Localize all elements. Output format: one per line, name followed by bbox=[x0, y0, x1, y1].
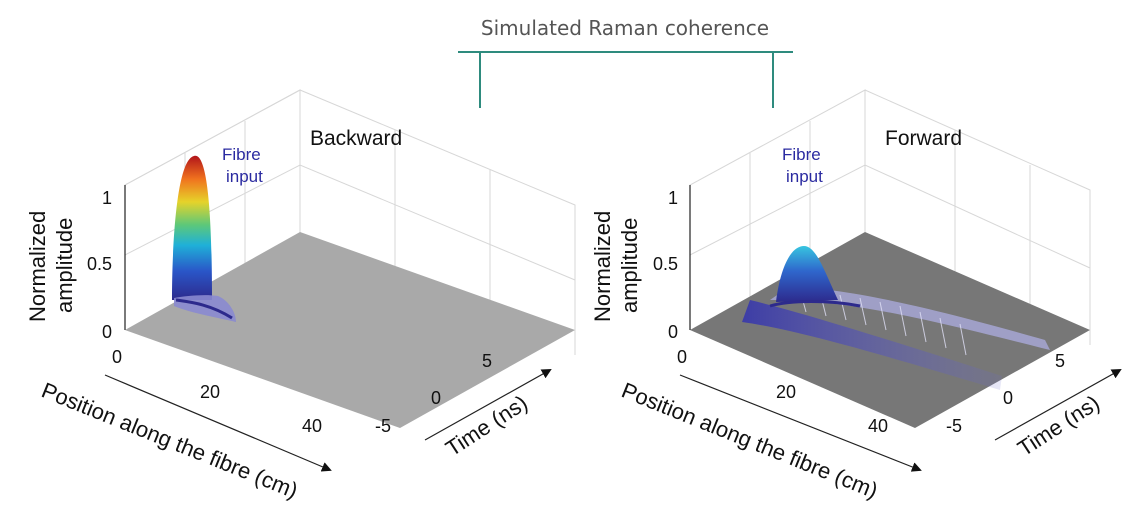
backward-xlabel: Position along the fibre (cm) bbox=[38, 377, 301, 503]
forward-xlabel: Position along the fibre (cm) bbox=[618, 377, 881, 503]
backward-ylabel: Time (ns) bbox=[441, 390, 532, 461]
forward-y-tick-0: -5 bbox=[946, 416, 962, 436]
backward-panel: Backward Fibre input 0 0.5 1 0 20 40 -5 … bbox=[25, 89, 576, 503]
forward-y-arrow bbox=[994, 369, 1122, 441]
backward-y-tick-2: 5 bbox=[482, 351, 492, 371]
forward-x-tick-2: 40 bbox=[868, 416, 888, 436]
forward-zlabel-line1: Normalized bbox=[590, 211, 615, 322]
forward-panel-title: Forward bbox=[885, 127, 962, 150]
backward-floor bbox=[125, 232, 575, 428]
forward-y-tick-2: 5 bbox=[1055, 351, 1065, 371]
backward-x-tick-1: 20 bbox=[200, 382, 220, 402]
forward-x-tick-0: 0 bbox=[677, 347, 687, 367]
forward-x-arrow bbox=[679, 374, 922, 472]
backward-panel-title: Backward bbox=[310, 127, 402, 150]
forward-peak bbox=[769, 246, 861, 308]
forward-annotation-line2: input bbox=[786, 167, 823, 186]
backward-z-tick-0: 0 bbox=[102, 322, 112, 342]
backward-x-tick-0: 0 bbox=[112, 347, 122, 367]
figure-title: Simulated Raman coherence bbox=[481, 16, 769, 40]
backward-annotation-line1: Fibre bbox=[222, 145, 261, 164]
forward-z-tick-2: 1 bbox=[668, 188, 678, 208]
backward-z-tick-2: 1 bbox=[102, 188, 112, 208]
backward-zlabel-line2: amplitude bbox=[52, 218, 77, 313]
forward-annotation-line1: Fibre bbox=[782, 145, 821, 164]
backward-peak bbox=[172, 155, 236, 322]
backward-y-tick-1: 0 bbox=[431, 388, 441, 408]
backward-x-tick-2: 40 bbox=[302, 416, 322, 436]
forward-zlabel-line2: amplitude bbox=[617, 218, 642, 313]
forward-panel: Forward Fibre input 0 0.5 1 0 20 40 -5 0… bbox=[590, 89, 1122, 503]
forward-x-tick-1: 20 bbox=[776, 382, 796, 402]
backward-zlabel-line1: Normalized bbox=[25, 211, 50, 322]
backward-z-tick-1: 0.5 bbox=[87, 254, 112, 274]
backward-annotation-line2: input bbox=[226, 167, 263, 186]
forward-z-tick-1: 0.5 bbox=[653, 254, 678, 274]
forward-ylabel: Time (ns) bbox=[1013, 390, 1104, 461]
title-bracket bbox=[458, 51, 793, 108]
forward-z-tick-0: 0 bbox=[668, 322, 678, 342]
backward-y-arrow bbox=[424, 369, 552, 441]
backward-y-tick-0: -5 bbox=[375, 416, 391, 436]
backward-x-arrow bbox=[104, 374, 332, 472]
forward-y-tick-1: 0 bbox=[1003, 388, 1013, 408]
